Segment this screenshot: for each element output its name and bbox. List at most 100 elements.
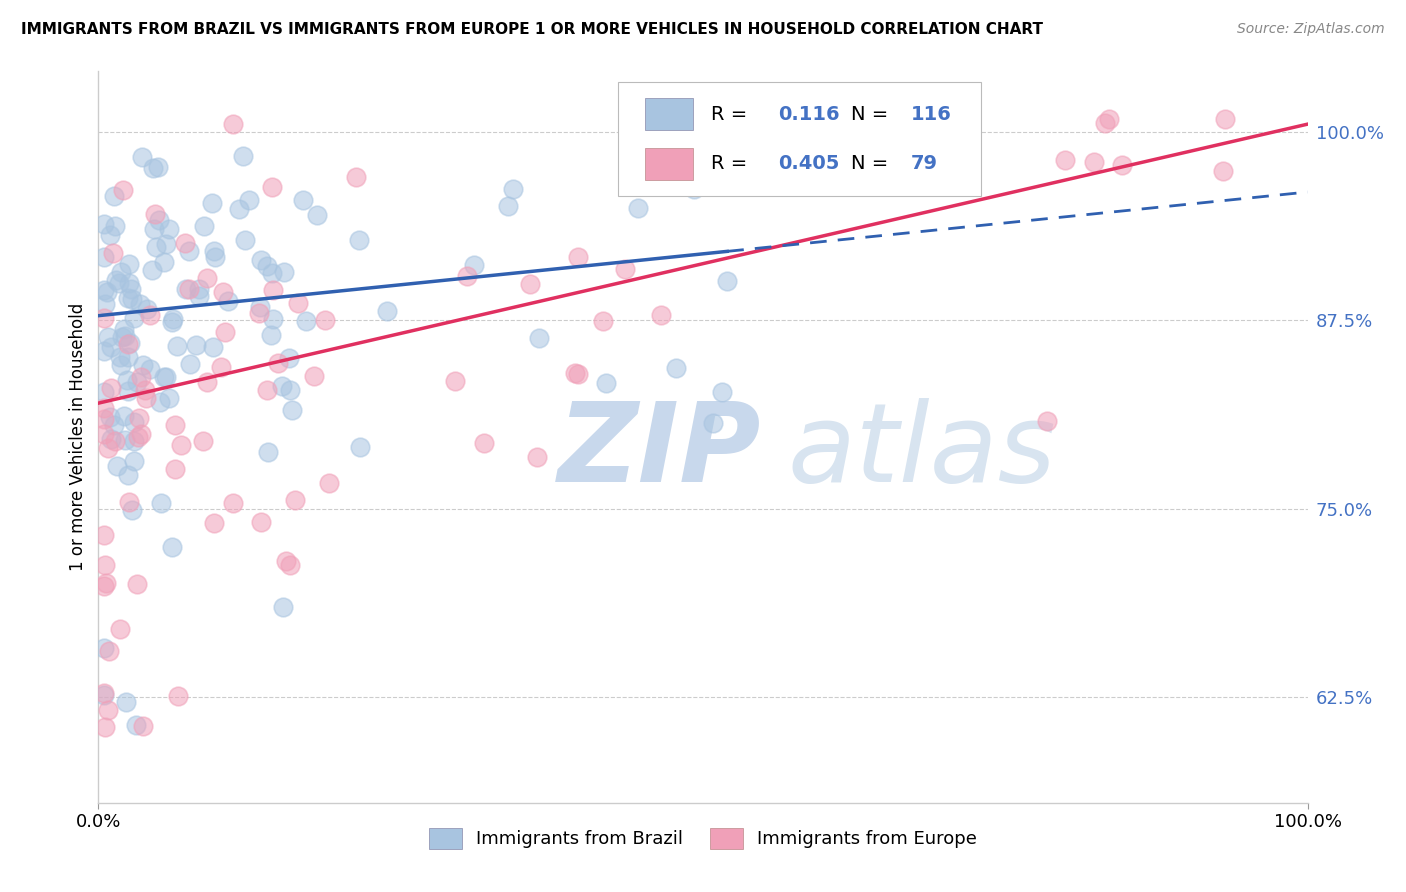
Point <box>122 311 145 326</box>
Point <box>163 462 186 476</box>
Point <box>307 208 329 222</box>
Point <box>125 717 148 731</box>
Text: 0.116: 0.116 <box>778 105 839 124</box>
Point <box>349 441 371 455</box>
Point <box>148 161 170 175</box>
Point <box>174 236 197 251</box>
Point <box>346 170 368 185</box>
Point <box>711 384 734 399</box>
Point <box>157 391 180 405</box>
Point <box>179 357 201 371</box>
Point <box>567 368 589 382</box>
Point <box>238 193 260 207</box>
Point <box>287 296 309 310</box>
Point <box>110 265 132 279</box>
Point <box>93 343 115 358</box>
Point <box>260 327 283 342</box>
Point <box>502 182 524 196</box>
Point <box>103 188 125 202</box>
Point <box>526 450 548 464</box>
Point <box>623 110 645 124</box>
Point <box>117 384 139 398</box>
Point <box>142 161 165 175</box>
Point <box>260 266 283 280</box>
Point <box>273 265 295 279</box>
Point <box>93 688 115 702</box>
Point <box>94 720 117 734</box>
Point <box>128 297 150 311</box>
Point <box>318 475 340 490</box>
Point <box>93 412 115 426</box>
Point <box>105 273 128 287</box>
Point <box>250 515 273 529</box>
Point <box>96 285 118 299</box>
Point <box>209 359 232 374</box>
Point <box>125 576 148 591</box>
Text: Source: ZipAtlas.com: Source: ZipAtlas.com <box>1237 22 1385 37</box>
Point <box>1054 153 1077 168</box>
Point <box>1098 112 1121 126</box>
Point <box>98 227 121 242</box>
Point <box>143 221 166 235</box>
Point <box>118 495 141 509</box>
Point <box>108 622 131 636</box>
Point <box>93 558 115 572</box>
Point <box>627 201 650 215</box>
Point <box>262 312 284 326</box>
Point <box>166 338 188 352</box>
Point <box>117 350 139 364</box>
Text: 0.405: 0.405 <box>778 154 839 173</box>
Point <box>1036 414 1059 428</box>
Point <box>702 416 724 430</box>
Point <box>117 336 139 351</box>
FancyBboxPatch shape <box>645 148 693 180</box>
Text: R =: R = <box>711 154 754 173</box>
Point <box>132 358 155 372</box>
Point <box>283 492 305 507</box>
Point <box>1212 164 1234 178</box>
Point <box>592 314 614 328</box>
Point <box>187 289 209 303</box>
Point <box>100 381 122 395</box>
Point <box>295 314 318 328</box>
Point <box>134 384 156 398</box>
Point <box>157 221 180 235</box>
Point <box>195 270 218 285</box>
Point <box>162 312 184 326</box>
Point <box>93 385 115 400</box>
Point <box>256 383 278 397</box>
Point <box>278 384 301 398</box>
Text: N =: N = <box>851 105 894 124</box>
Point <box>249 252 271 267</box>
Point <box>152 370 174 384</box>
Point <box>93 310 115 325</box>
Point <box>162 315 184 329</box>
Point <box>118 276 141 290</box>
Point <box>222 496 245 510</box>
Text: ZIP: ZIP <box>558 398 762 505</box>
Point <box>204 244 226 258</box>
Point <box>145 240 167 254</box>
Text: R =: R = <box>711 105 754 124</box>
Point <box>128 411 150 425</box>
Point <box>519 277 541 292</box>
Point <box>100 432 122 446</box>
Point <box>103 417 125 432</box>
Point <box>115 695 138 709</box>
Point <box>93 218 115 232</box>
Point <box>108 276 131 290</box>
Point <box>1094 116 1116 130</box>
Point <box>98 409 121 424</box>
Point <box>266 356 288 370</box>
Point <box>131 427 153 442</box>
Point <box>456 268 478 283</box>
Point <box>472 436 495 450</box>
Text: 116: 116 <box>911 105 952 124</box>
Point <box>595 376 617 391</box>
Point <box>228 202 250 216</box>
Point <box>135 391 157 405</box>
Point <box>232 149 254 163</box>
Point <box>117 291 139 305</box>
Point <box>93 578 115 592</box>
Point <box>114 434 136 448</box>
